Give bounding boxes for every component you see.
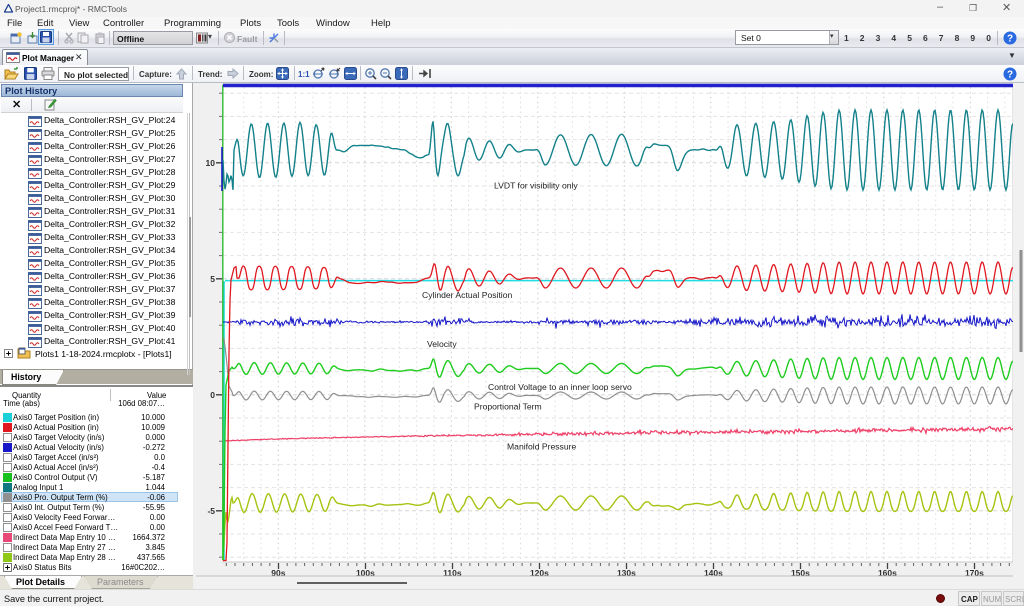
svg-text:90s: 90s <box>271 568 285 578</box>
svg-text:170s: 170s <box>965 568 984 578</box>
svg-text:?: ? <box>1007 70 1013 81</box>
svg-text:?: ? <box>1007 34 1013 45</box>
svg-text:Control Voltage to an inner lo: Control Voltage to an inner loop servo <box>488 382 632 392</box>
svg-text:Cylinder Actual Position: Cylinder Actual Position <box>422 290 513 300</box>
svg-text:10: 10 <box>206 158 216 168</box>
svg-text:LVDT for visibility only: LVDT for visibility only <box>494 181 578 191</box>
svg-text:Velocity: Velocity <box>427 339 457 349</box>
svg-text:160s: 160s <box>878 568 897 578</box>
svg-text:0: 0 <box>210 390 215 400</box>
svg-text:120s: 120s <box>530 568 549 578</box>
svg-text:140s: 140s <box>704 568 723 578</box>
svg-text:150s: 150s <box>791 568 810 578</box>
svg-text:-5: -5 <box>207 506 215 516</box>
svg-text:130s: 130s <box>617 568 636 578</box>
svg-text:110s: 110s <box>443 568 462 578</box>
svg-text:5: 5 <box>210 274 215 284</box>
svg-text:Manifold Pressure: Manifold Pressure <box>507 442 576 452</box>
svg-text:100s: 100s <box>356 568 375 578</box>
svg-text:Proportional Term: Proportional Term <box>474 402 542 412</box>
